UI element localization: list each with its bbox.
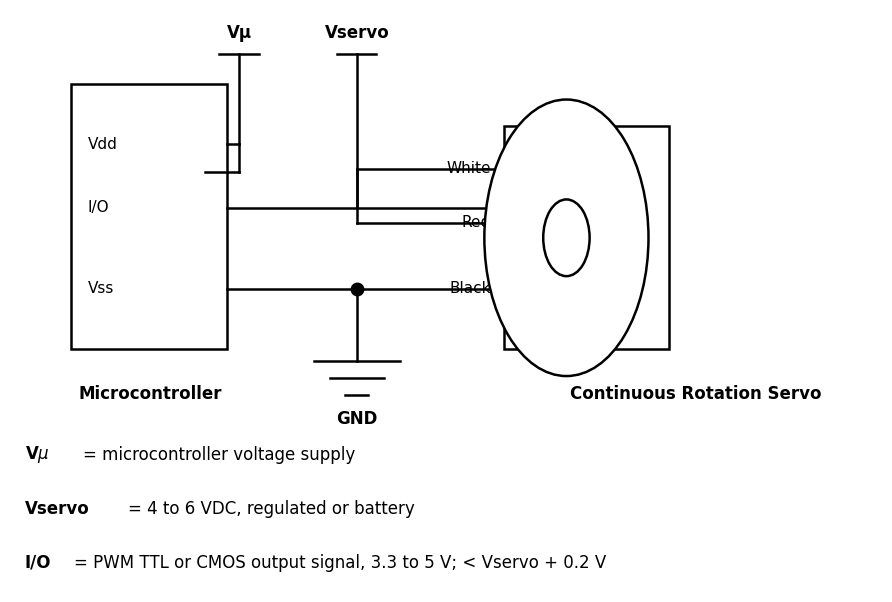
Text: = 4 to 6 VDC, regulated or battery: = 4 to 6 VDC, regulated or battery xyxy=(128,500,414,518)
Text: Black: Black xyxy=(449,282,491,296)
Text: Vss: Vss xyxy=(87,282,114,296)
Text: White: White xyxy=(446,161,491,176)
Text: I/O: I/O xyxy=(87,200,109,215)
Text: I/O: I/O xyxy=(25,554,52,572)
Text: = PWM TTL or CMOS output signal, 3.3 to 5 V; < Vservo + 0.2 V: = PWM TTL or CMOS output signal, 3.3 to … xyxy=(74,554,607,572)
Text: Microcontroller: Microcontroller xyxy=(78,385,221,403)
Text: Vservo: Vservo xyxy=(25,500,90,518)
Text: V$\mu$: V$\mu$ xyxy=(25,444,50,465)
Text: = microcontroller voltage supply: = microcontroller voltage supply xyxy=(83,445,355,464)
Text: Vservo: Vservo xyxy=(325,24,389,42)
Text: GND: GND xyxy=(336,410,377,428)
Ellipse shape xyxy=(484,99,648,376)
Text: Continuous Rotation Servo: Continuous Rotation Servo xyxy=(570,385,822,403)
Text: Red: Red xyxy=(461,216,491,230)
Bar xyxy=(504,126,669,349)
Text: Vdd: Vdd xyxy=(87,137,117,152)
Bar xyxy=(71,84,227,349)
Text: Vμ: Vμ xyxy=(227,24,252,42)
Ellipse shape xyxy=(543,199,590,276)
